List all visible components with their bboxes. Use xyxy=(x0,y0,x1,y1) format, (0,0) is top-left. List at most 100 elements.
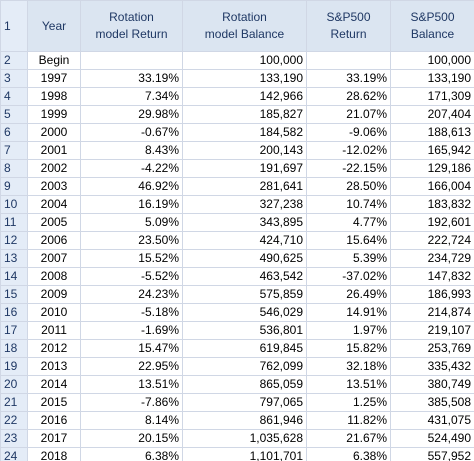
cell-sp-balance[interactable]: 431,075 xyxy=(390,411,474,430)
cell-sp-return[interactable]: 11.82% xyxy=(306,411,391,430)
cell-rotation-balance[interactable]: 619,845 xyxy=(182,339,307,358)
row-number[interactable]: 14 xyxy=(0,267,28,286)
cell-sp-return[interactable]: 1.97% xyxy=(306,321,391,340)
cell-year[interactable]: 2008 xyxy=(27,267,81,286)
cell-sp-balance[interactable]: 253,769 xyxy=(390,339,474,358)
cell-rotation-return[interactable]: 29.98% xyxy=(80,105,183,124)
cell-sp-balance[interactable]: 335,432 xyxy=(390,357,474,376)
cell-rotation-return[interactable]: -5.52% xyxy=(80,267,183,286)
cell-sp-balance[interactable]: 147,832 xyxy=(390,267,474,286)
cell-rotation-balance[interactable]: 133,190 xyxy=(182,69,307,88)
cell-sp-balance[interactable]: 129,186 xyxy=(390,159,474,178)
row-number[interactable]: 17 xyxy=(0,321,28,340)
header-sp-balance[interactable]: S&P500 Balance xyxy=(390,0,474,52)
row-number[interactable]: 22 xyxy=(0,411,28,430)
cell-year[interactable]: 1997 xyxy=(27,69,81,88)
cell-year[interactable]: 2018 xyxy=(27,447,81,461)
cell-rotation-return[interactable]: 33.19% xyxy=(80,69,183,88)
cell-rotation-return[interactable]: -5.18% xyxy=(80,303,183,322)
cell-sp-balance[interactable]: 133,190 xyxy=(390,69,474,88)
header-year[interactable]: Year xyxy=(27,0,81,52)
cell-rotation-return[interactable]: 24.23% xyxy=(80,285,183,304)
row-number[interactable]: 9 xyxy=(0,177,28,196)
cell-sp-return[interactable]: 32.18% xyxy=(306,357,391,376)
cell-rotation-return[interactable]: 20.15% xyxy=(80,429,183,448)
cell-rotation-balance[interactable]: 797,065 xyxy=(182,393,307,412)
cell-sp-balance[interactable]: 524,490 xyxy=(390,429,474,448)
cell-rotation-return[interactable]: 23.50% xyxy=(80,231,183,250)
row-number[interactable]: 23 xyxy=(0,429,28,448)
row-number[interactable]: 6 xyxy=(0,123,28,142)
cell-sp-return[interactable]: -9.06% xyxy=(306,123,391,142)
cell-sp-return[interactable]: 15.82% xyxy=(306,339,391,358)
cell-year[interactable]: 2002 xyxy=(27,159,81,178)
cell-rotation-balance[interactable]: 281,641 xyxy=(182,177,307,196)
cell-year[interactable]: 2010 xyxy=(27,303,81,322)
row-number[interactable]: 18 xyxy=(0,339,28,358)
cell-rotation-return[interactable]: -1.69% xyxy=(80,321,183,340)
cell-rotation-balance[interactable]: 463,542 xyxy=(182,267,307,286)
cell-rotation-return[interactable]: 8.43% xyxy=(80,141,183,160)
cell-year[interactable]: 1999 xyxy=(27,105,81,124)
row-number[interactable]: 1 xyxy=(0,0,28,52)
cell-rotation-return[interactable]: 13.51% xyxy=(80,375,183,394)
cell-sp-balance[interactable]: 380,749 xyxy=(390,375,474,394)
cell-rotation-balance[interactable]: 100,000 xyxy=(182,51,307,70)
cell-rotation-return[interactable]: 15.47% xyxy=(80,339,183,358)
cell-sp-return[interactable]: 1.25% xyxy=(306,393,391,412)
cell-rotation-return[interactable]: 15.52% xyxy=(80,249,183,268)
cell-sp-return[interactable] xyxy=(306,51,391,70)
header-rotation-balance[interactable]: Rotation model Balance xyxy=(182,0,307,52)
cell-rotation-balance[interactable]: 185,827 xyxy=(182,105,307,124)
cell-rotation-return[interactable]: 8.14% xyxy=(80,411,183,430)
cell-sp-return[interactable]: 6.38% xyxy=(306,447,391,461)
cell-sp-return[interactable]: 21.07% xyxy=(306,105,391,124)
cell-sp-balance[interactable]: 188,613 xyxy=(390,123,474,142)
cell-rotation-balance[interactable]: 865,059 xyxy=(182,375,307,394)
row-number[interactable]: 15 xyxy=(0,285,28,304)
row-number[interactable]: 21 xyxy=(0,393,28,412)
cell-rotation-balance[interactable]: 546,029 xyxy=(182,303,307,322)
cell-sp-balance[interactable]: 171,309 xyxy=(390,87,474,106)
cell-year[interactable]: 2001 xyxy=(27,141,81,160)
cell-sp-return[interactable]: 26.49% xyxy=(306,285,391,304)
cell-year[interactable]: 2003 xyxy=(27,177,81,196)
cell-year[interactable]: 2017 xyxy=(27,429,81,448)
cell-rotation-return[interactable]: 22.95% xyxy=(80,357,183,376)
cell-sp-return[interactable]: 15.64% xyxy=(306,231,391,250)
cell-rotation-balance[interactable]: 575,859 xyxy=(182,285,307,304)
cell-sp-balance[interactable]: 166,004 xyxy=(390,177,474,196)
row-number[interactable]: 16 xyxy=(0,303,28,322)
cell-year[interactable]: 2011 xyxy=(27,321,81,340)
cell-rotation-return[interactable]: 16.19% xyxy=(80,195,183,214)
row-number[interactable]: 2 xyxy=(0,51,28,70)
cell-sp-return[interactable]: 28.50% xyxy=(306,177,391,196)
cell-rotation-return[interactable]: 7.34% xyxy=(80,87,183,106)
cell-rotation-balance[interactable]: 424,710 xyxy=(182,231,307,250)
cell-sp-balance[interactable]: 183,832 xyxy=(390,195,474,214)
cell-sp-balance[interactable]: 219,107 xyxy=(390,321,474,340)
cell-sp-return[interactable]: 5.39% xyxy=(306,249,391,268)
cell-rotation-balance[interactable]: 343,895 xyxy=(182,213,307,232)
cell-rotation-balance[interactable]: 1,035,628 xyxy=(182,429,307,448)
cell-year[interactable]: 1998 xyxy=(27,87,81,106)
cell-rotation-return[interactable]: 5.09% xyxy=(80,213,183,232)
cell-rotation-return[interactable] xyxy=(80,51,183,70)
cell-rotation-balance[interactable]: 490,625 xyxy=(182,249,307,268)
cell-rotation-balance[interactable]: 1,101,701 xyxy=(182,447,307,461)
cell-year[interactable]: 2007 xyxy=(27,249,81,268)
cell-sp-return[interactable]: -22.15% xyxy=(306,159,391,178)
cell-sp-return[interactable]: 14.91% xyxy=(306,303,391,322)
row-number[interactable]: 5 xyxy=(0,105,28,124)
row-number[interactable]: 11 xyxy=(0,213,28,232)
row-number[interactable]: 7 xyxy=(0,141,28,160)
cell-sp-balance[interactable]: 192,601 xyxy=(390,213,474,232)
row-number[interactable]: 4 xyxy=(0,87,28,106)
cell-sp-return[interactable]: 33.19% xyxy=(306,69,391,88)
cell-year[interactable]: Begin xyxy=(27,51,81,70)
row-number[interactable]: 3 xyxy=(0,69,28,88)
row-number[interactable]: 10 xyxy=(0,195,28,214)
row-number[interactable]: 20 xyxy=(0,375,28,394)
cell-sp-balance[interactable]: 557,952 xyxy=(390,447,474,461)
cell-year[interactable]: 2012 xyxy=(27,339,81,358)
